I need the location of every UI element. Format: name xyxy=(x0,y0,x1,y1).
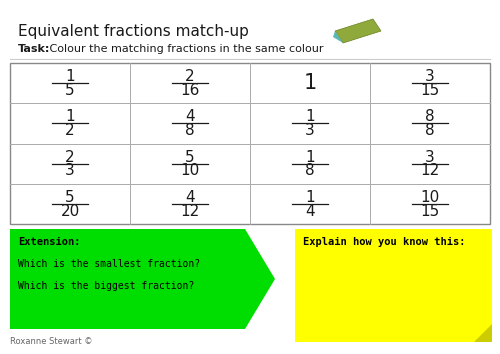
Text: 1: 1 xyxy=(65,69,75,84)
Text: 3: 3 xyxy=(305,123,315,138)
Text: 8: 8 xyxy=(305,163,315,178)
Text: Which is the smallest fraction?: Which is the smallest fraction? xyxy=(18,259,200,269)
Text: 12: 12 xyxy=(420,163,440,178)
Text: 15: 15 xyxy=(420,204,440,219)
Text: Equivalent fractions match-up: Equivalent fractions match-up xyxy=(18,24,249,39)
Bar xyxy=(295,229,492,342)
Text: Extension:: Extension: xyxy=(18,237,80,247)
Polygon shape xyxy=(333,31,343,43)
Text: 5: 5 xyxy=(65,190,75,205)
Text: 3: 3 xyxy=(425,150,435,165)
Bar xyxy=(10,63,490,224)
Polygon shape xyxy=(474,324,492,342)
Text: Which is the biggest fraction?: Which is the biggest fraction? xyxy=(18,281,194,291)
Text: 2: 2 xyxy=(65,150,75,165)
Text: 8: 8 xyxy=(185,123,195,138)
Text: 4: 4 xyxy=(305,204,315,219)
Text: 5: 5 xyxy=(65,83,75,98)
Text: 4: 4 xyxy=(185,109,195,125)
Text: 3: 3 xyxy=(425,69,435,84)
Text: Task:: Task: xyxy=(18,44,50,54)
Text: 3: 3 xyxy=(65,163,75,178)
Text: 8: 8 xyxy=(425,109,435,125)
Text: Roxanne Stewart ©: Roxanne Stewart © xyxy=(10,337,92,346)
Text: 5: 5 xyxy=(185,150,195,165)
Text: 1: 1 xyxy=(305,150,315,165)
Text: 10: 10 xyxy=(180,163,200,178)
Text: 1: 1 xyxy=(305,190,315,205)
Text: 4: 4 xyxy=(185,190,195,205)
Text: 8: 8 xyxy=(425,123,435,138)
Text: 12: 12 xyxy=(180,204,200,219)
Text: 2: 2 xyxy=(185,69,195,84)
Text: Explain how you know this:: Explain how you know this: xyxy=(303,237,466,247)
Text: 20: 20 xyxy=(60,204,80,219)
Text: 2: 2 xyxy=(65,123,75,138)
Text: 1: 1 xyxy=(305,109,315,125)
Text: 10: 10 xyxy=(420,190,440,205)
Text: 16: 16 xyxy=(180,83,200,98)
Text: Colour the matching fractions in the same colour: Colour the matching fractions in the sam… xyxy=(46,44,324,54)
Polygon shape xyxy=(335,19,381,43)
Text: 15: 15 xyxy=(420,83,440,98)
Text: 1: 1 xyxy=(304,73,316,93)
Text: 1: 1 xyxy=(65,109,75,125)
Polygon shape xyxy=(10,229,275,329)
